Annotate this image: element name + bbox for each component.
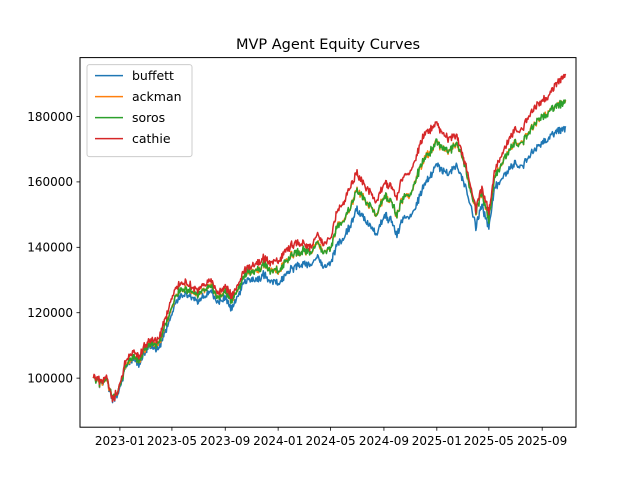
x-tick-label: 2023-09 [200,434,250,448]
series-line-cathie [92,73,567,403]
legend-label-soros: soros [132,110,165,125]
legend-label-cathie: cathie [132,131,171,146]
legend: buffett ackman soros cathie [86,64,193,158]
y-tick-label: 180000 [27,110,73,124]
x-tick-label: 2025-01 [412,434,462,448]
legend-box [86,64,193,158]
x-tick-label: 2024-09 [359,434,409,448]
x-tick-label: 2024-05 [306,434,356,448]
series-layer [92,73,567,404]
plot-frame [79,57,577,428]
y-tick-label: 120000 [27,306,73,320]
legend-label-ackman: ackman [132,89,182,104]
series-line-buffett [92,125,567,404]
x-tick-label: 2025-05 [464,434,514,448]
chart-title: MVP Agent Equity Curves [236,37,420,53]
y-tick-label: 160000 [27,175,73,189]
x-tick-label: 2023-01 [95,434,145,448]
x-tick-label: 2023-05 [147,434,197,448]
legend-label-buffett: buffett [132,68,174,83]
x-axis: 2023-01 2023-05 2023-09 2024-01 2024-05 2024-… [95,427,567,448]
y-axis: 100000 120000 140000 160000 180000 [27,110,80,385]
x-tick-label: 2024-01 [253,434,303,448]
series-line-soros [92,99,566,402]
x-tick-label: 2025-09 [517,434,567,448]
y-tick-label: 100000 [27,371,73,385]
y-tick-label: 140000 [27,241,73,255]
